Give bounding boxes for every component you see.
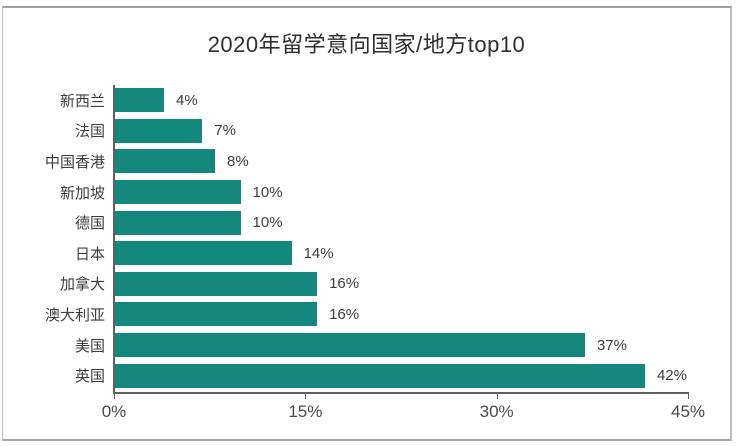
x-tick-label: 0% <box>101 402 127 421</box>
bar-row: 新加坡 10% <box>3 177 730 208</box>
value-label: 7% <box>214 122 236 140</box>
bar-track: 10% <box>113 177 687 208</box>
x-tick-label: 15% <box>288 402 323 421</box>
x-tick-mark <box>114 394 115 399</box>
bar-row: 美国 37% <box>3 330 730 361</box>
value-label: 8% <box>227 152 249 170</box>
bar-track: 10% <box>113 207 687 238</box>
x-tick-mark <box>688 394 689 399</box>
bar <box>113 271 318 296</box>
bar-row: 新西兰 4% <box>3 85 730 116</box>
bar-track: 37% <box>113 330 687 361</box>
bar <box>113 118 203 143</box>
value-label: 16% <box>329 275 360 293</box>
value-label: 10% <box>252 214 283 232</box>
chart-title: 2020年留学意向国家/地方top10 <box>207 32 526 57</box>
bar-row: 中国香港 8% <box>3 146 730 177</box>
value-label: 14% <box>303 244 334 262</box>
value-label: 37% <box>596 336 627 354</box>
x-tick-label: 45% <box>670 402 706 421</box>
value-label: 10% <box>252 183 283 201</box>
value-label: 16% <box>329 305 360 323</box>
bar <box>113 149 216 174</box>
bar-row: 日本 14% <box>3 238 730 269</box>
bar-row: 德国 10% <box>3 207 730 238</box>
bar-track: 7% <box>113 116 687 147</box>
category-label: 新西兰 <box>59 92 105 110</box>
chart-frame: 2020年留学意向国家/地方top10 新西兰 4% 法国 7% 中国香港 8% 新加坡 10… <box>2 6 732 441</box>
category-label: 澳大利亚 <box>44 306 105 324</box>
category-label: 加拿大 <box>59 276 105 294</box>
bar-row: 法国 7% <box>3 116 730 147</box>
value-label: 4% <box>176 91 198 109</box>
category-label: 德国 <box>74 215 105 233</box>
x-tick-mark <box>496 394 498 399</box>
category-label: 美国 <box>74 337 105 355</box>
bar-track: 4% <box>113 85 687 116</box>
bar <box>113 88 165 113</box>
bar-row: 加拿大 16% <box>3 269 730 300</box>
x-tick-label: 30% <box>479 402 514 421</box>
bar <box>113 333 585 358</box>
category-label: 法国 <box>74 123 105 141</box>
bar <box>113 180 241 205</box>
x-tick-mark <box>305 394 307 399</box>
bar-track: 8% <box>113 146 687 177</box>
bar <box>113 210 241 235</box>
value-label: 42% <box>656 367 687 385</box>
bar-row: 澳大利亚 16% <box>3 299 730 330</box>
category-label: 中国香港 <box>44 153 105 171</box>
bar <box>113 241 292 266</box>
bar <box>113 302 318 327</box>
bar-track: 16% <box>113 299 687 330</box>
bar-track: 14% <box>113 238 687 269</box>
bar-track: 42% <box>113 360 687 391</box>
bar-track: 16% <box>113 269 687 300</box>
x-axis-line <box>113 392 689 394</box>
y-axis-line <box>113 85 115 392</box>
bar <box>113 363 645 388</box>
category-label: 日本 <box>74 245 105 263</box>
bar-row: 英国 42% <box>3 360 730 391</box>
bar-rows: 新西兰 4% 法国 7% 中国香港 8% 新加坡 10% 德国 10% 日本 14% 加拿大 16% 澳大利… <box>3 85 730 391</box>
category-label: 新加坡 <box>59 184 105 202</box>
category-label: 英国 <box>74 368 105 386</box>
